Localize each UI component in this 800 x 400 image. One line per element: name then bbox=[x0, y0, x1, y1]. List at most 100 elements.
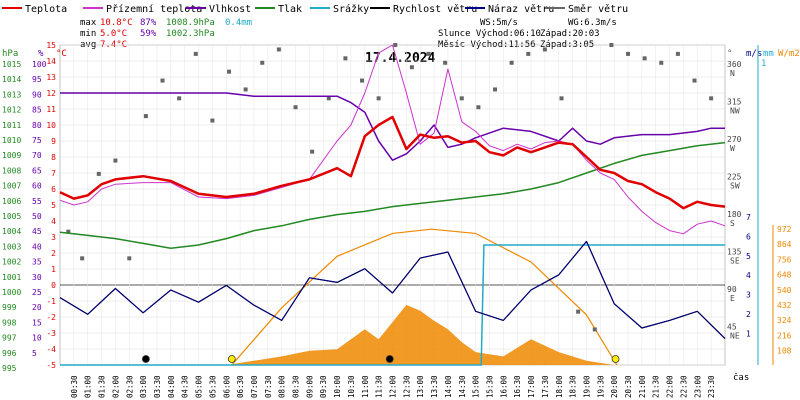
pct-tick-label: 55 bbox=[32, 197, 42, 206]
temp-tick-label: 11 bbox=[46, 105, 56, 114]
direction-name-label: NW bbox=[730, 107, 740, 116]
wm2-tick-label: 864 bbox=[777, 240, 792, 249]
hpa-tick-label: 1010 bbox=[2, 136, 21, 145]
x-tick-label: 19:00 bbox=[582, 375, 591, 398]
ground-temperature-line bbox=[59, 44, 726, 235]
temp-tick-label: 1 bbox=[51, 265, 56, 274]
wind-direction-point bbox=[160, 78, 165, 83]
stats-wg: WG:6.3m/s bbox=[568, 18, 617, 28]
x-tick-label: 21:00 bbox=[638, 375, 647, 398]
wind-direction-point bbox=[493, 87, 498, 92]
x-tick-label: 02:00 bbox=[111, 375, 120, 398]
pct-tick-label: 90 bbox=[32, 90, 42, 99]
x-tick-label: 09:00 bbox=[305, 375, 314, 398]
wind-direction-point bbox=[310, 149, 315, 154]
hpa-tick-label: 1000 bbox=[2, 288, 21, 297]
legend-label-vlhkost: Vlhkost bbox=[209, 4, 251, 15]
ms-tick-label: 2 bbox=[746, 310, 751, 319]
x-tick-label: 10:30 bbox=[347, 375, 356, 398]
x-tick-label: 04:00 bbox=[167, 375, 176, 398]
wind-direction-point bbox=[609, 43, 614, 47]
wind-direction-point bbox=[80, 256, 85, 261]
pct-tick-label: 35 bbox=[32, 258, 42, 267]
pct-tick-label: 75 bbox=[32, 136, 42, 145]
pct-tick-label: 30 bbox=[32, 273, 42, 282]
ms-tick-label: 6 bbox=[746, 232, 751, 241]
stats-max-press: 1008.9hPa bbox=[166, 18, 215, 28]
x-tick-label: 22:00 bbox=[666, 375, 675, 398]
wm2-tick-label: 540 bbox=[777, 286, 792, 295]
x-tick-label: 21:30 bbox=[652, 375, 661, 398]
temp-tick-label: -3 bbox=[46, 329, 56, 338]
wind-direction-point bbox=[143, 114, 148, 119]
hpa-tick-label: 1004 bbox=[2, 227, 21, 236]
pct-tick-label: 65 bbox=[32, 166, 42, 175]
wm2-tick-label: 324 bbox=[777, 316, 792, 325]
temp-tick-label: 7 bbox=[51, 169, 56, 178]
wind-direction-point bbox=[459, 96, 464, 101]
hpa-tick-label: 1015 bbox=[2, 60, 21, 69]
pct-tick-label: 80 bbox=[32, 121, 42, 130]
x-tick-label: 23:00 bbox=[693, 375, 702, 398]
x-tick-label: 10:00 bbox=[333, 375, 342, 398]
x-tick-label: 12:00 bbox=[389, 375, 398, 398]
wind-direction-point bbox=[393, 43, 398, 47]
wind-direction-point bbox=[260, 60, 265, 65]
wind-direction-point bbox=[559, 96, 564, 101]
moonrise-marker bbox=[385, 355, 394, 363]
pct-tick-label: 95 bbox=[32, 75, 42, 84]
axis-deg-label: ° bbox=[727, 49, 732, 59]
x-tick-label: 16:00 bbox=[499, 375, 508, 398]
x-tick-label: 11:00 bbox=[361, 375, 370, 398]
direction-name-label: W bbox=[730, 144, 735, 153]
temp-tick-label: 9 bbox=[51, 137, 56, 146]
pressure-line bbox=[59, 141, 726, 249]
temp-tick-label: -1 bbox=[46, 297, 56, 306]
direction-tick-label: 360 bbox=[727, 60, 742, 69]
hpa-tick-label: 1003 bbox=[2, 242, 21, 251]
wind-direction-point bbox=[360, 78, 365, 83]
x-tick-label: 23:30 bbox=[707, 375, 716, 398]
wind-direction-point bbox=[66, 229, 71, 234]
hpa-tick-label: 1005 bbox=[2, 212, 21, 221]
stats-max-hum: 87% bbox=[140, 18, 157, 28]
mm-tick-top: 1 bbox=[761, 59, 766, 69]
legend-label-rychlost: Rychlost větru bbox=[393, 3, 477, 15]
wind-direction-point bbox=[210, 118, 215, 123]
wind-direction-point bbox=[227, 69, 232, 74]
wm2-tick-label: 972 bbox=[777, 225, 792, 234]
axis-hpa-label: hPa bbox=[2, 49, 18, 59]
pct-tick-label: 50 bbox=[32, 212, 42, 221]
wm2-tick-label: 756 bbox=[777, 255, 792, 264]
temp-tick-label: 4 bbox=[51, 217, 56, 226]
x-tick-label: 17:00 bbox=[527, 375, 536, 398]
wind-direction-point bbox=[576, 309, 581, 314]
x-tick-label: 09:30 bbox=[319, 375, 328, 398]
direction-tick-label: 225 bbox=[727, 173, 742, 182]
hpa-tick-label: 1001 bbox=[2, 273, 21, 282]
x-tick-label: 17:30 bbox=[541, 375, 550, 398]
wind-direction-point bbox=[692, 78, 697, 83]
x-tick-label: 14:30 bbox=[458, 375, 467, 398]
wind-direction-point bbox=[509, 60, 514, 65]
wm2-tick-label: 432 bbox=[777, 301, 792, 310]
humidity-line bbox=[60, 92, 725, 161]
direction-name-label: SE bbox=[730, 257, 740, 266]
stats-ws: WS:5m/s bbox=[480, 18, 518, 28]
x-tick-label: 05:00 bbox=[195, 375, 204, 398]
grid bbox=[60, 44, 725, 366]
direction-name-label: SW bbox=[730, 182, 740, 191]
legend: Teplota Přízemní teplota Vlhkost Tlak Sr… bbox=[2, 3, 628, 15]
stats-rain-total: 0.4mm bbox=[225, 18, 252, 28]
pct-tick-label: 40 bbox=[32, 242, 42, 251]
wind-direction-point bbox=[659, 60, 664, 65]
hpa-tick-label: 1014 bbox=[2, 75, 21, 84]
wind-gust-line bbox=[59, 240, 726, 339]
legend-label-srazky: Srážky bbox=[333, 3, 369, 15]
ms-tick-label: 7 bbox=[746, 213, 751, 222]
x-tick-label: 03:00 bbox=[139, 375, 148, 398]
x-tick-label: 22:30 bbox=[679, 375, 688, 398]
hpa-tick-label: 1008 bbox=[2, 166, 21, 175]
temp-tick-label: 14 bbox=[46, 57, 56, 66]
